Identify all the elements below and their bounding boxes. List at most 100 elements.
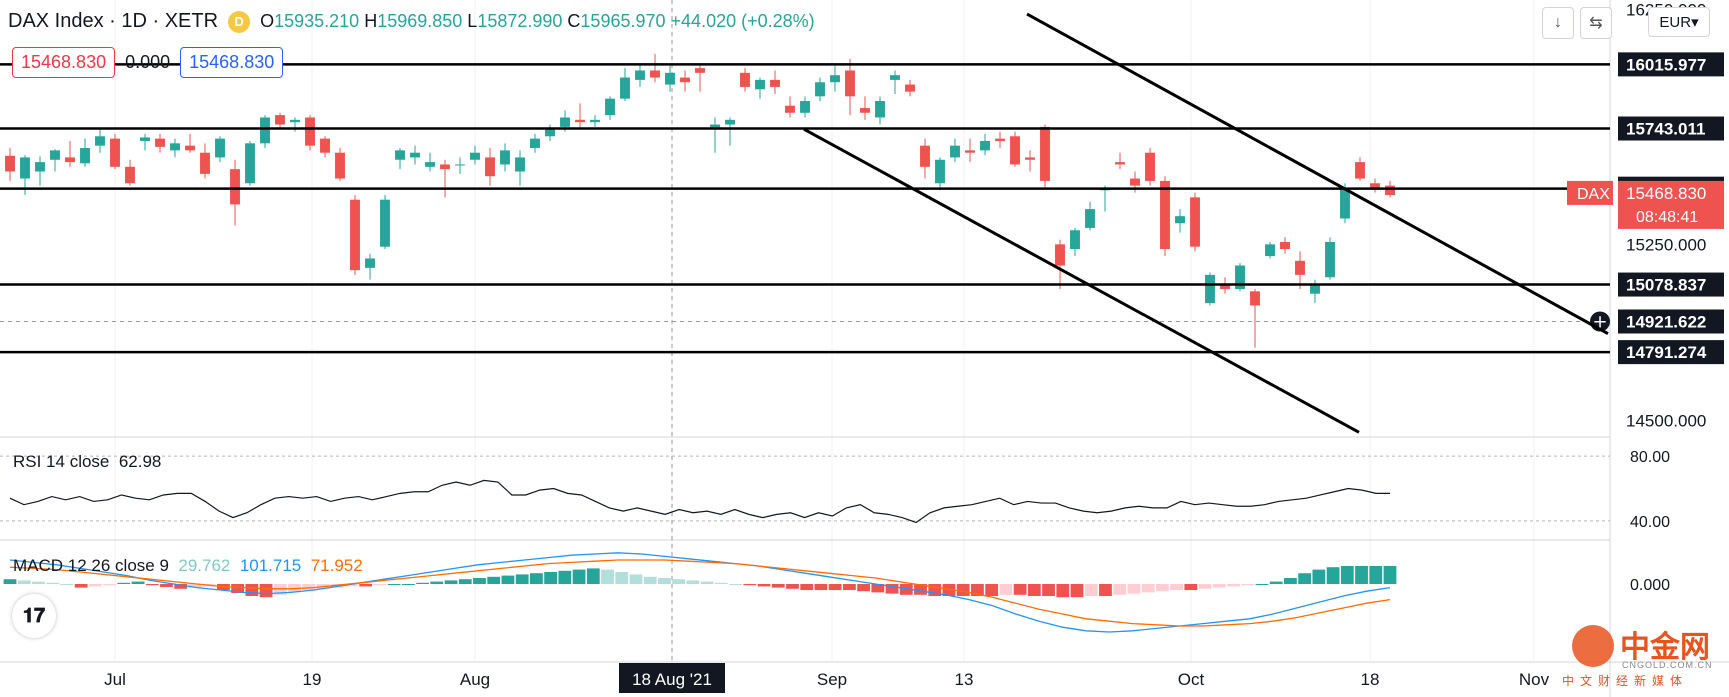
level-tag-3: 15078.837 — [1626, 276, 1706, 295]
macd-hist-bar-25 — [359, 584, 373, 587]
macd-hist-bar-21 — [302, 584, 316, 590]
candle-body-61 — [920, 145, 930, 167]
macd-hist-bar-10 — [145, 584, 159, 586]
candle-body-50 — [755, 79, 765, 90]
ohlc-change: +44.020 (+0.28%) — [670, 11, 815, 31]
rsi-tick-80: 80.00 — [1630, 449, 1670, 466]
macd-hist-bar-73 — [1042, 584, 1055, 596]
candle-body-35 — [530, 138, 540, 149]
candle-body-72 — [1085, 209, 1095, 228]
sell-price-button[interactable]: 15468.830 — [12, 47, 116, 78]
candle-body-84 — [1265, 244, 1275, 257]
candle-body-60 — [905, 84, 915, 92]
macd-hist-bar-39 — [558, 570, 572, 584]
candle-body-42 — [635, 70, 645, 80]
spread-value: 0.000 — [125, 52, 171, 72]
macd-hist-bar-88 — [1255, 584, 1269, 585]
ohlc-readout: O15935.210 H15969.850 L15872.990 C15965.… — [260, 11, 815, 32]
macd-hist-bar-96 — [1369, 566, 1383, 584]
candle-body-89 — [1340, 187, 1350, 219]
currency-select[interactable]: EUR ▾ — [1648, 7, 1710, 37]
candle-body-54 — [815, 82, 825, 97]
buy-price-button[interactable]: 15468.830 — [180, 47, 284, 78]
candle-body-82 — [1235, 265, 1245, 289]
macd-hist-bar-0 — [3, 579, 17, 584]
candle-body-69 — [1040, 126, 1050, 181]
macd-hist-bar-17 — [245, 584, 259, 596]
candle-body-10 — [155, 138, 165, 147]
candle-body-7 — [110, 138, 120, 167]
candle-body-90 — [1355, 162, 1365, 179]
level-tag-5: 14791.274 — [1626, 343, 1707, 362]
chevron-down-icon: ▾ — [1691, 14, 1699, 31]
macd-hist-bar-62 — [885, 584, 899, 594]
candle-body-62 — [935, 159, 945, 184]
macd-hist-bar-90 — [1284, 578, 1297, 584]
macd-hist-bar-34 — [487, 576, 501, 584]
level-tag-bg-0 — [1618, 52, 1724, 77]
candle-body-51 — [770, 79, 780, 87]
macd-hist-bar-55 — [786, 584, 799, 589]
price-tick-2: 14500.000 — [1626, 412, 1706, 431]
macd-hist-bar-60 — [857, 584, 871, 592]
candle-body-8 — [125, 166, 135, 184]
ohlc-close-key: C — [567, 11, 581, 31]
candle-body-19 — [290, 119, 300, 123]
macd-hist-bar-40 — [572, 569, 586, 584]
macd-hist-bar-51 — [729, 584, 742, 585]
candle-body-68 — [1025, 157, 1035, 160]
rsi-label: RSI 14 close — [13, 452, 110, 471]
ohlc-open: 15935.210 — [274, 11, 360, 31]
macd-hist-bar-74 — [1056, 584, 1070, 598]
macd-hist-bar-3 — [46, 582, 60, 584]
macd-hist-bar-4 — [60, 584, 74, 585]
macd-legend[interactable]: MACD 12 26 close 9 29.762 101.715 71.952 — [13, 556, 363, 576]
macd-hist-bar-26 — [373, 584, 387, 586]
macd-hist-bar-82 — [1170, 584, 1183, 590]
macd-hist-bar-30 — [430, 581, 444, 584]
macd-hist-value: 29.762 — [178, 556, 231, 575]
macd-line — [9, 552, 1391, 633]
macd-hist-bar-12 — [174, 584, 188, 589]
macd-hist-bar-48 — [686, 580, 700, 584]
macd-hist-bar-67 — [956, 584, 970, 596]
candle-body-38 — [575, 119, 585, 123]
ohlc-low: 15872.990 — [477, 11, 563, 31]
candle-body-25 — [380, 199, 390, 247]
exchange-badge: D — [228, 10, 251, 33]
compare-icon[interactable]: ⇆ — [1580, 7, 1612, 39]
candle-body-88 — [1325, 241, 1335, 278]
macd-hist-bar-83 — [1184, 584, 1198, 590]
tradingview-logo-icon[interactable]: 𝟏𝟕 — [12, 594, 56, 638]
candle-body-13 — [200, 152, 210, 174]
candle-body-6 — [95, 136, 105, 146]
macd-hist-bar-97 — [1383, 566, 1397, 584]
candle-body-45 — [680, 77, 690, 83]
candle-body-5 — [80, 148, 90, 164]
candle-body-80 — [1205, 274, 1215, 304]
macd-hist-bar-61 — [871, 584, 885, 593]
rsi-legend[interactable]: RSI 14 close 62.98 — [13, 452, 161, 472]
candle-body-46 — [695, 68, 705, 73]
level-tag-0: 16015.977 — [1626, 55, 1706, 74]
arrow-down-icon[interactable]: ↓ — [1542, 7, 1574, 39]
symbol-title[interactable]: DAX Index · 1D · XETR — [8, 10, 219, 32]
macd-hist-bar-66 — [942, 584, 956, 596]
macd-hist-bar-44 — [629, 574, 643, 584]
candle-body-2 — [35, 162, 45, 172]
candle-body-40 — [605, 98, 615, 116]
candle-body-57 — [860, 108, 870, 113]
time-tick-0: Jul — [104, 670, 126, 689]
candle-body-83 — [1250, 291, 1260, 306]
candle-body-4 — [65, 157, 75, 163]
candle-body-33 — [500, 150, 510, 165]
macd-hist-bar-89 — [1269, 581, 1283, 584]
macd-hist-bar-32 — [458, 579, 472, 584]
candle-body-74 — [1115, 162, 1125, 165]
candle-body-87 — [1310, 284, 1320, 294]
macd-hist-bar-37 — [529, 573, 543, 584]
candle-body-65 — [980, 140, 990, 151]
macd-hist-bar-36 — [515, 574, 529, 584]
candle-body-86 — [1295, 260, 1305, 275]
